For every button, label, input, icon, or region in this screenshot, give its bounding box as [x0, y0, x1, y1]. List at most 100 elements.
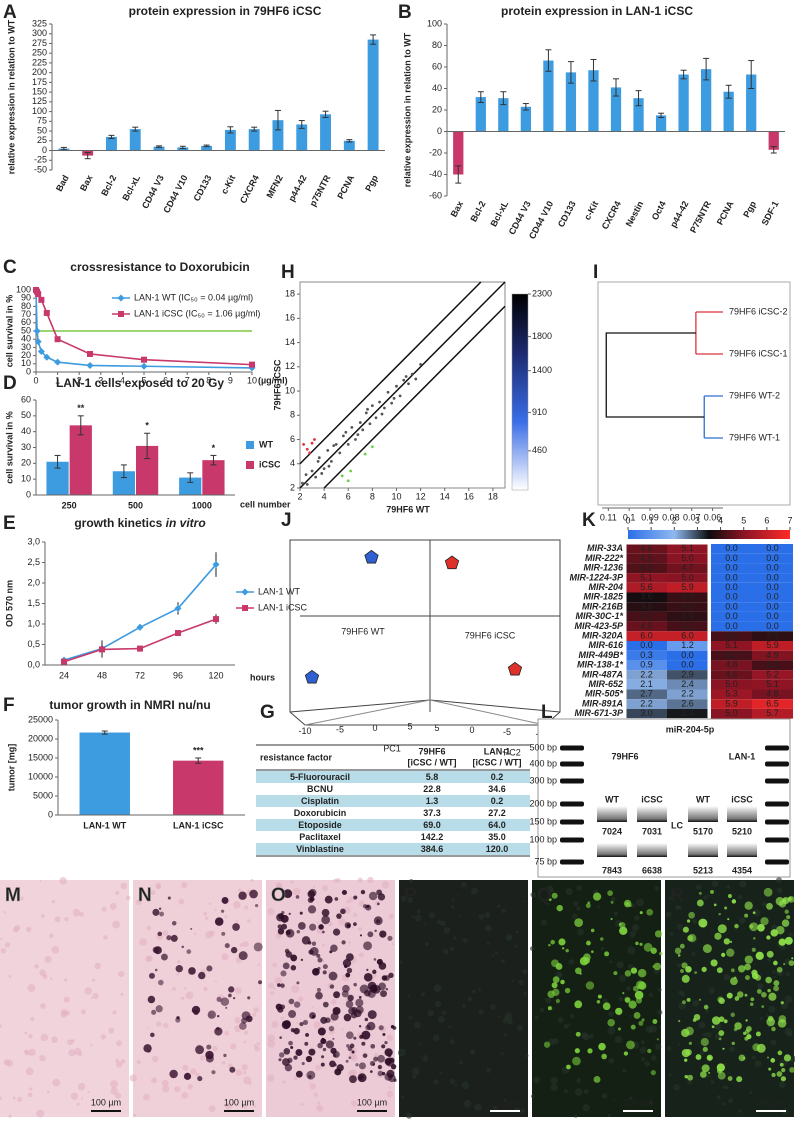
- stained-cell: [280, 970, 286, 976]
- stained-cell: [149, 973, 155, 979]
- tissue-texture: [760, 1017, 763, 1020]
- stained-cell: [321, 1063, 325, 1067]
- colorbar-tick-label: 6: [764, 515, 769, 525]
- y-axis-label: OD 570 nm: [4, 580, 14, 627]
- stained-cell: [329, 1060, 336, 1067]
- cell-label: 5.1: [766, 679, 779, 689]
- tissue-texture: [457, 895, 459, 897]
- stained-cell: [719, 1038, 722, 1041]
- tissue-texture: [126, 896, 130, 900]
- stained-cell: [683, 927, 689, 933]
- stained-cell: [366, 969, 368, 971]
- tissue-texture: [724, 974, 731, 981]
- cell-label: 5.9: [681, 582, 694, 592]
- stained-cell: [308, 905, 316, 913]
- tissue-texture: [71, 1092, 78, 1099]
- row-label: MIR-138-1*: [577, 660, 624, 670]
- point: [369, 422, 372, 425]
- stained-cell: [625, 997, 631, 1003]
- pc2-tick-label: -5: [503, 727, 511, 737]
- marker: [61, 659, 67, 665]
- stained-cell: [619, 927, 627, 935]
- tissue-texture: [186, 992, 194, 1000]
- stained-cell: [300, 912, 303, 915]
- tissue-texture: [298, 997, 303, 1002]
- ladder-band: [560, 762, 584, 767]
- stained-cell: [385, 1058, 392, 1065]
- stained-cell: [317, 1043, 323, 1049]
- colorbar-tick-label: 7: [787, 515, 792, 525]
- tissue-texture: [659, 1026, 661, 1028]
- cell-label: 4.6: [640, 543, 653, 553]
- stained-cell: [699, 892, 702, 895]
- cell-label: 5.3: [725, 689, 738, 699]
- stained-cell: [239, 1022, 247, 1030]
- tissue-texture: [102, 907, 107, 912]
- stained-cell: [615, 1008, 622, 1015]
- tissue-texture: [738, 895, 742, 899]
- tissue-texture: [155, 883, 160, 888]
- tissue-texture: [575, 1088, 583, 1096]
- stained-cell: [639, 943, 642, 946]
- tissue-texture: [338, 918, 345, 925]
- band-value: 6638: [642, 865, 662, 875]
- stained-cell: [631, 967, 637, 973]
- stained-cell: [365, 1018, 369, 1022]
- stained-cell: [148, 996, 155, 1003]
- ladder-band: [765, 860, 789, 865]
- stained-cell: [745, 1019, 747, 1021]
- y-tick-label: 150: [32, 87, 47, 97]
- colorbar-tick-label: 2300: [532, 288, 552, 298]
- stained-cell: [312, 942, 316, 946]
- tissue-texture: [530, 946, 535, 951]
- x-tick-label: Nestin: [624, 199, 646, 228]
- x-tick-label: CXCR4: [600, 199, 623, 231]
- stained-cell: [215, 917, 224, 926]
- tissue-texture: [34, 964, 39, 969]
- stained-cell: [591, 929, 595, 933]
- y-tick-label: 275: [32, 38, 47, 48]
- cell-label: 5.0: [725, 679, 738, 689]
- x-axis-label: hours: [250, 672, 275, 682]
- tissue-texture: [322, 885, 328, 891]
- point: [371, 445, 374, 448]
- tissue-texture: [725, 1086, 728, 1089]
- pc2-tick-label: 5: [434, 723, 439, 733]
- stained-cell: [724, 938, 730, 944]
- tissue-texture: [120, 993, 123, 996]
- point: [306, 483, 309, 486]
- tissue-texture: [81, 1009, 86, 1014]
- x-tick-label: Oct4: [650, 199, 668, 221]
- table-cell: Paclitaxel: [299, 832, 341, 842]
- y-tick-label: 15000: [28, 752, 53, 762]
- tissue-texture: [291, 880, 294, 883]
- tissue-texture: [767, 958, 771, 962]
- row-label: MIR-616: [588, 640, 624, 650]
- stained-cell: [156, 1005, 163, 1012]
- point: [371, 404, 374, 407]
- cell-label: 0.0: [725, 582, 738, 592]
- tissue-texture: [78, 1083, 86, 1091]
- tissue-texture: [425, 942, 429, 946]
- stained-cell: [768, 1068, 771, 1071]
- stained-cell: [171, 935, 178, 942]
- y-tick-label: 8: [290, 410, 295, 420]
- stained-cell: [562, 947, 564, 949]
- tissue-texture: [564, 1089, 568, 1093]
- gel-title: miR-204-5p: [666, 724, 715, 734]
- stained-cell: [289, 999, 295, 1005]
- cell-label: 0.0: [766, 572, 779, 582]
- tissue-texture: [452, 899, 454, 901]
- x-tick-label: Pgp: [363, 173, 380, 193]
- lane-label: WT: [605, 794, 619, 804]
- tissue-texture: [399, 961, 402, 964]
- tissue-texture: [230, 1043, 236, 1049]
- cell-label: 5.1: [725, 640, 738, 650]
- panel-letter: K: [582, 510, 596, 531]
- stained-cell: [780, 1063, 784, 1067]
- tissue-texture: [92, 979, 95, 982]
- cell-label: 3.4: [681, 708, 694, 718]
- table-cell: 34.6: [488, 784, 506, 794]
- stained-cell: [277, 1007, 283, 1013]
- stained-cell: [619, 923, 622, 926]
